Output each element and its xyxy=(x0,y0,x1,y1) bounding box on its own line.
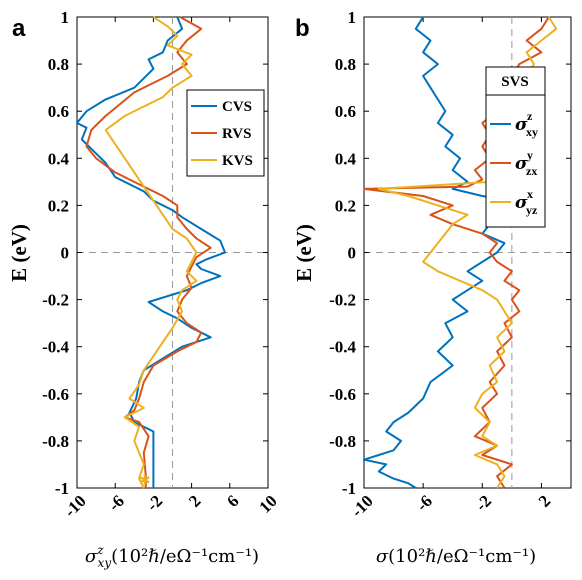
series-line-b-0 xyxy=(363,16,535,489)
y-tick-label: 0.8 xyxy=(48,55,69,74)
x-tick-label: 6 xyxy=(223,491,242,510)
kvs-end-marker: ✱ xyxy=(139,473,151,489)
y-tick-label: 0.6 xyxy=(48,102,69,121)
legend-sub-szx: zx xyxy=(526,164,537,178)
legend-sup-szx: y xyxy=(527,148,533,162)
x-axis-label-b: σ(10²ℏ/eΩ⁻¹cm⁻¹) xyxy=(376,546,536,567)
y-tick-label: 0.8 xyxy=(335,55,356,74)
y-tick-label: -0.4 xyxy=(329,338,356,357)
legend-sup-syz: x xyxy=(527,187,533,201)
x-tick-label: 2 xyxy=(535,491,554,510)
legend-label-sxy: σ xyxy=(515,115,528,135)
y-tick-label: -0.4 xyxy=(42,338,69,357)
legend-a: CVS RVS KVS xyxy=(186,89,265,177)
y-tick-label: 0.4 xyxy=(48,149,70,168)
legend-label-szx: σ xyxy=(515,154,528,174)
y-tick-label: 0.4 xyxy=(335,149,357,168)
legend-title-svs: SVS xyxy=(501,74,529,90)
y-tick-label: -0.8 xyxy=(329,432,356,451)
y-tick-label: 0.2 xyxy=(335,196,356,215)
y-tick-label: -0.2 xyxy=(329,291,356,310)
panel-a: a 10.80.60.40.20-0.2-0.4-0.6-0.8-1-10 -6-… xyxy=(7,8,281,570)
x-tick-label: 2 xyxy=(185,491,204,510)
y-tick-label: 0 xyxy=(348,244,357,263)
legend-label-rvs: RVS xyxy=(222,126,251,142)
x-tick-label: -6 xyxy=(413,491,436,514)
legend-box-a xyxy=(186,89,265,177)
x-tick-label: -2 xyxy=(472,491,495,514)
x-axis-label-a: σz xy(10²ℏ/eΩ⁻¹cm⁻¹) xyxy=(85,543,259,570)
legend-sub-sxy: xy xyxy=(526,125,538,139)
legend-b: SVS σ z xy σ y zx σ x yz xyxy=(485,66,546,228)
panel-b: b 10.80.60.40.20-0.2-0.4-0.6-0.8-1-10 -6-… xyxy=(292,8,572,567)
x-tick-label: 10 xyxy=(255,491,280,516)
y-tick-label: 1 xyxy=(61,8,70,27)
y-axis-label-b: E (eV) xyxy=(292,224,316,282)
legend-label-kvs: KVS xyxy=(222,153,253,169)
y-tick-label: -1 xyxy=(55,479,69,498)
y-tick-label: 0.6 xyxy=(335,102,356,121)
panel-letter-a: a xyxy=(12,15,26,42)
y-tick-label: -0.2 xyxy=(42,291,69,310)
legend-label-syz: σ xyxy=(515,193,528,213)
legend-sub-syz: yz xyxy=(526,203,538,217)
series-line-a-1 xyxy=(85,16,212,488)
y-tick-label: -0.8 xyxy=(42,432,69,451)
legend-label-cvs: CVS xyxy=(222,99,252,115)
y-tick-label: -1 xyxy=(342,479,356,498)
series-line-a-2 xyxy=(104,16,198,489)
legend-box-b xyxy=(485,94,546,228)
legend-title-box-b xyxy=(485,66,546,96)
legend-sup-sxy: z xyxy=(527,109,533,123)
panel-letter-b: b xyxy=(295,15,310,42)
x-tick-label: -2 xyxy=(143,491,166,514)
y-tick-label: -0.6 xyxy=(329,385,356,404)
y-axis-label-a: E (eV) xyxy=(7,224,31,282)
y-tick-label: 0 xyxy=(61,244,70,263)
y-tick-label: -0.6 xyxy=(42,385,69,404)
x-tick-label: -6 xyxy=(105,491,128,514)
y-tick-label: 1 xyxy=(348,8,357,27)
y-tick-label: 0.2 xyxy=(48,196,69,215)
